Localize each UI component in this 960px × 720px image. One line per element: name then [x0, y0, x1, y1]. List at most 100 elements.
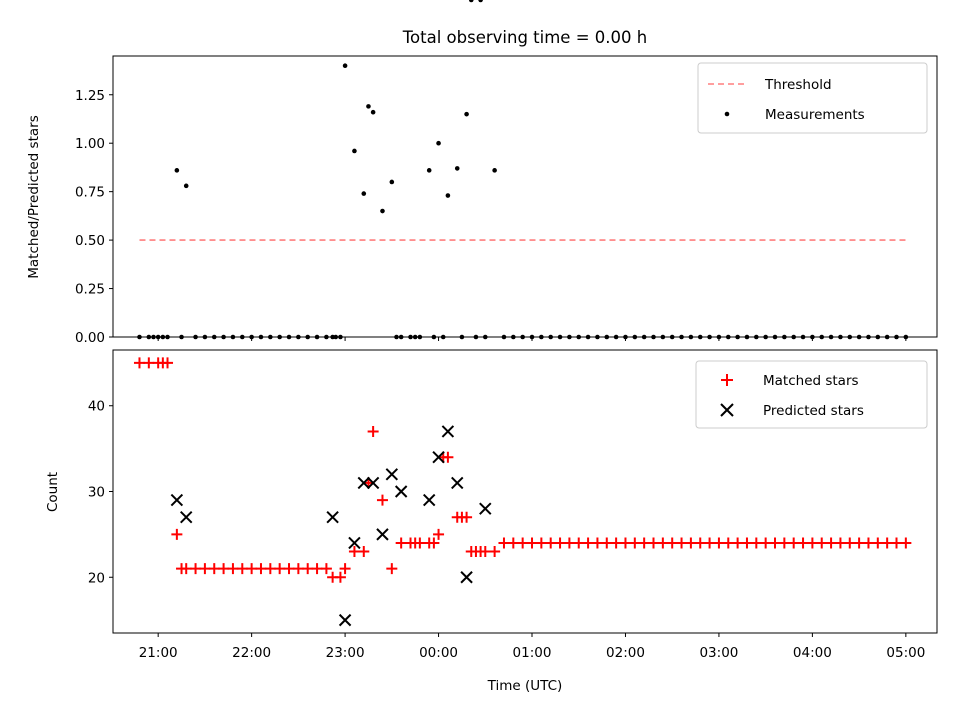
matched-star-point: [554, 537, 566, 549]
measurement-point: [492, 168, 497, 173]
measurement-point: [866, 334, 871, 340]
measurement-point: [800, 334, 806, 340]
matched-star-point: [601, 537, 613, 549]
measurement-point: [613, 334, 619, 340]
measurement-point: [464, 111, 469, 117]
matched-star-point: [713, 537, 725, 549]
measurement-point: [431, 334, 437, 340]
measurement-point: [436, 140, 441, 146]
legend-matched-swatch: [721, 374, 733, 386]
measurement-point: [838, 334, 843, 340]
legend-matched-label: Matched stars: [763, 373, 859, 389]
measurement-point: [193, 334, 198, 340]
measurement-point: [679, 334, 684, 340]
matched-star-point: [320, 563, 332, 575]
top-axes-frame: [112, 55, 938, 338]
measurement-point: [296, 334, 301, 340]
bottom-y-tick-label: 40: [88, 399, 105, 415]
matched-star-point: [666, 537, 678, 549]
measurement-point: [875, 334, 881, 340]
matched-star-point: [311, 563, 323, 575]
matched-star-point: [778, 537, 790, 549]
predicted-star-point: [366, 476, 380, 490]
matched-star-point: [741, 537, 753, 549]
matched-stars-points: [133, 357, 912, 583]
measurement-point: [249, 334, 254, 340]
measurement-point: [183, 183, 189, 189]
measurement-point: [314, 334, 320, 340]
x-axis-label: Time (UTC): [487, 678, 563, 694]
measurement-point: [417, 334, 423, 340]
measurement-point: [856, 334, 862, 340]
measurement-point: [884, 334, 890, 340]
matched-star-point: [872, 537, 884, 549]
predicted-star-point: [441, 425, 455, 438]
matched-star-point: [475, 546, 487, 558]
matched-star-point: [171, 528, 183, 540]
measurement-point: [894, 334, 899, 340]
matched-star-point: [376, 494, 388, 506]
bottom-y-tick-label: 20: [88, 570, 105, 586]
matched-star-point: [638, 537, 650, 549]
measurement-point: [361, 191, 367, 196]
matched-star-point: [704, 537, 716, 549]
measurement-point: [324, 334, 329, 340]
top-y-tick-label: 0.75: [75, 185, 105, 201]
measurement-point: [585, 334, 591, 340]
top-legend: Threshold Measurements: [697, 62, 928, 134]
matched-star-point: [722, 537, 734, 549]
matched-star-point: [760, 537, 772, 549]
measurement-point: [445, 193, 451, 198]
predicted-star-point: [376, 528, 389, 541]
matched-star-point: [732, 537, 744, 549]
matched-star-point: [535, 537, 547, 549]
predicted-star-point: [338, 613, 352, 627]
measurement-point: [179, 334, 184, 340]
matched-star-point: [582, 537, 594, 549]
measurement-point: [595, 334, 600, 340]
measurement-points: [137, 0, 909, 340]
matched-star-point: [264, 563, 276, 575]
matched-star-point: [386, 563, 398, 575]
measurement-point: [352, 148, 357, 154]
x-tick-label: 21:00: [139, 645, 178, 661]
measurement-point: [165, 334, 170, 340]
top-y-tick-label: 1.00: [75, 136, 105, 152]
measurement-point: [791, 334, 796, 340]
matched-star-point: [769, 537, 781, 549]
bottom-legend: Matched stars Predicted stars: [695, 360, 928, 429]
measurement-point: [468, 0, 474, 3]
measurement-point: [782, 334, 787, 340]
matched-star-point: [199, 563, 211, 575]
top-y-tick-label: 0.25: [75, 282, 105, 298]
matched-star-point: [292, 563, 304, 575]
matched-star-point: [255, 563, 267, 575]
predicted-star-point: [348, 536, 361, 550]
matched-star-point: [367, 425, 379, 437]
matched-star-point: [274, 563, 286, 575]
matched-star-point: [694, 537, 706, 549]
matched-star-point: [619, 537, 631, 549]
matched-star-point: [610, 537, 622, 549]
top-panel: 0.00 0.25 0.50 0.75 1.00 1.25 Matched/Predict…: [26, 0, 938, 346]
measurement-point: [744, 334, 750, 340]
measurement-point: [604, 334, 610, 340]
measurement-point: [847, 334, 853, 340]
matched-star-point: [853, 537, 865, 549]
x-tick-label: 22:00: [232, 645, 271, 661]
measurement-point: [482, 334, 488, 340]
x-tick-label: 03:00: [699, 645, 738, 661]
matched-star-point: [246, 563, 258, 575]
matched-star-point: [236, 563, 248, 575]
matched-star-point: [507, 537, 519, 549]
matched-star-point: [797, 537, 809, 549]
matched-star-point: [563, 537, 575, 549]
predicted-star-point: [422, 493, 436, 507]
matched-star-point: [428, 537, 440, 549]
top-y-ticks: 0.00 0.25 0.50 0.75 1.00 1.25: [75, 88, 113, 346]
measurement-point: [268, 334, 273, 340]
measurement-point: [286, 334, 292, 340]
measurement-point: [903, 334, 909, 340]
measurement-point: [725, 334, 731, 340]
measurement-point: [137, 334, 142, 340]
